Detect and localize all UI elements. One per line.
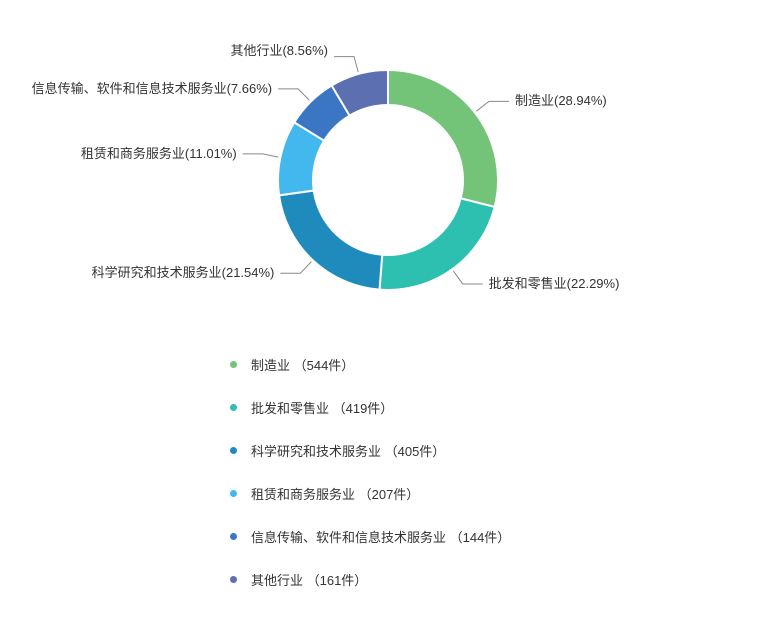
slice-label-1: 批发和零售业(22.29%) xyxy=(489,276,620,292)
legend-label-4: 信息传输、软件和信息技术服务业 （144件） xyxy=(251,527,510,546)
slice-label-3: 租赁和商务服务业(11.01%) xyxy=(81,146,237,162)
slice-label-2: 科学研究和技术服务业(21.54%) xyxy=(92,265,275,281)
donut-svg xyxy=(0,0,776,340)
legend-bullet-0 xyxy=(230,361,237,368)
leader-line-4 xyxy=(278,89,309,100)
legend-bullet-1 xyxy=(230,404,237,411)
legend-bullet-2 xyxy=(230,447,237,454)
slice-2 xyxy=(279,190,382,289)
legend-item-2: 科学研究和技术服务业 （405件） xyxy=(230,441,510,460)
leader-line-5 xyxy=(334,57,358,72)
slice-1 xyxy=(380,198,495,290)
leader-line-0 xyxy=(476,101,509,111)
legend-label-2: 科学研究和技术服务业 （405件） xyxy=(251,441,445,460)
legend-bullet-3 xyxy=(230,490,237,497)
slice-label-0: 制造业(28.94%) xyxy=(515,93,607,109)
slice-label-4: 信息传输、软件和信息技术服务业(7.66%) xyxy=(32,81,273,97)
legend-label-1: 批发和零售业 （419件） xyxy=(251,398,393,417)
legend: 制造业 （544件） 批发和零售业 （419件） 科学研究和技术服务业 （405件）… xyxy=(230,355,510,613)
slice-label-5: 其他行业(8.56%) xyxy=(230,43,328,59)
legend-item-1: 批发和零售业 （419件） xyxy=(230,398,510,417)
legend-label-5: 其他行业 （161件） xyxy=(251,570,367,589)
legend-bullet-5 xyxy=(230,576,237,583)
legend-item-4: 信息传输、软件和信息技术服务业 （144件） xyxy=(230,527,510,546)
leader-line-1 xyxy=(453,271,482,284)
legend-label-3: 租赁和商务服务业 （207件） xyxy=(251,484,419,503)
legend-item-5: 其他行业 （161件） xyxy=(230,570,510,589)
legend-item-3: 租赁和商务服务业 （207件） xyxy=(230,484,510,503)
donut-chart: 制造业(28.94%) 批发和零售业(22.29%) 科学研究和技术服务业(21.5… xyxy=(0,0,776,340)
leader-line-2 xyxy=(280,262,311,274)
legend-item-0: 制造业 （544件） xyxy=(230,355,510,374)
leader-line-3 xyxy=(243,154,279,157)
legend-label-0: 制造业 （544件） xyxy=(251,355,354,374)
slice-0 xyxy=(388,70,498,207)
legend-bullet-4 xyxy=(230,533,237,540)
